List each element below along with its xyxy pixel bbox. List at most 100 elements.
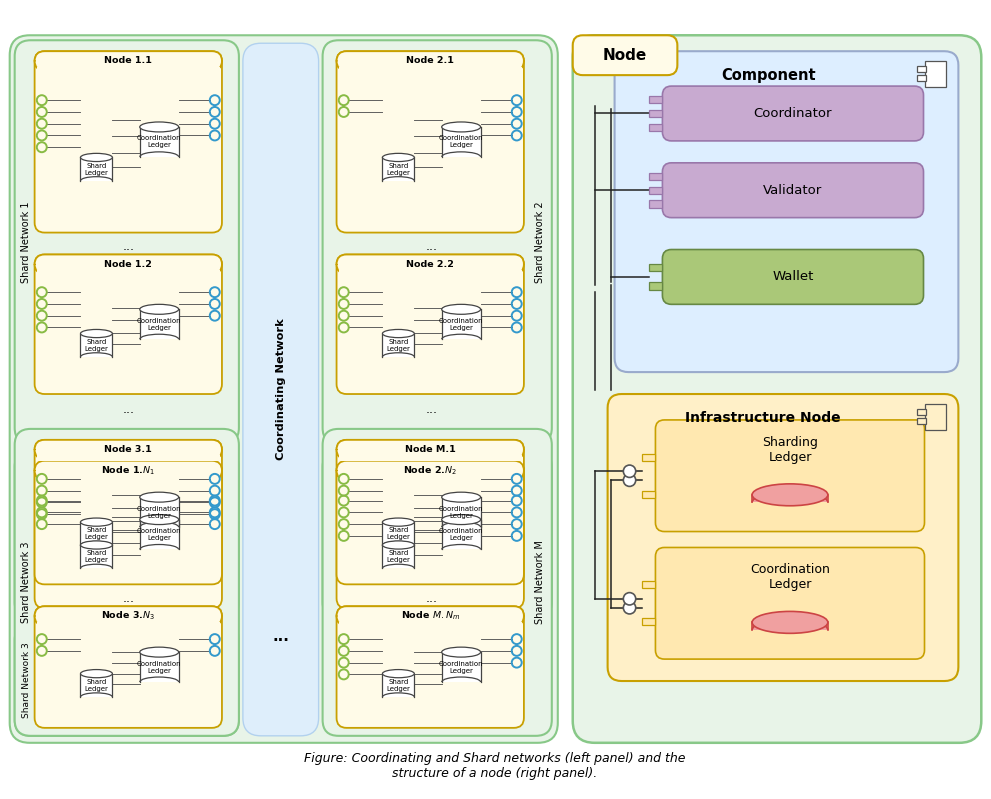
Text: Component: Component — [721, 68, 816, 82]
Bar — [80, 522, 112, 546]
Text: Coordination
Ledger: Coordination Ledger — [137, 661, 181, 674]
Text: Coordination
Ledger: Coordination Ledger — [137, 135, 181, 149]
Bar — [442, 497, 481, 527]
FancyBboxPatch shape — [662, 163, 924, 217]
FancyBboxPatch shape — [15, 451, 239, 618]
Bar — [140, 652, 178, 682]
Ellipse shape — [80, 153, 112, 161]
Bar — [642, 454, 655, 461]
Bar — [37, 270, 220, 276]
FancyBboxPatch shape — [15, 40, 239, 444]
FancyBboxPatch shape — [662, 86, 924, 141]
FancyBboxPatch shape — [35, 51, 222, 233]
Text: Coordination
Ledger: Coordination Ledger — [439, 318, 484, 331]
Ellipse shape — [80, 329, 112, 338]
Text: Coordination
Ledger: Coordination Ledger — [439, 661, 484, 674]
FancyBboxPatch shape — [337, 606, 524, 728]
Bar — [442, 519, 481, 550]
Ellipse shape — [383, 518, 414, 527]
Bar — [649, 173, 662, 180]
FancyBboxPatch shape — [337, 51, 524, 233]
Text: Coordination
Ledger: Coordination Ledger — [137, 318, 181, 331]
Ellipse shape — [140, 492, 178, 502]
Ellipse shape — [80, 518, 112, 527]
Bar — [442, 127, 481, 157]
Bar — [80, 333, 112, 357]
Text: Shard
Ledger: Shard Ledger — [386, 551, 410, 563]
FancyBboxPatch shape — [573, 35, 678, 75]
Bar — [917, 409, 927, 415]
FancyBboxPatch shape — [15, 429, 239, 736]
FancyBboxPatch shape — [337, 461, 524, 608]
Bar — [383, 674, 414, 697]
Bar — [37, 622, 220, 628]
Bar — [383, 157, 414, 181]
Bar — [649, 201, 662, 208]
Text: Node 2.$N_2$: Node 2.$N_2$ — [403, 464, 457, 477]
Text: Coordination
Ledger: Coordination Ledger — [137, 528, 181, 541]
FancyBboxPatch shape — [337, 255, 524, 274]
Ellipse shape — [752, 484, 827, 506]
Bar — [642, 491, 655, 498]
FancyBboxPatch shape — [655, 420, 925, 531]
FancyBboxPatch shape — [10, 35, 558, 743]
Ellipse shape — [383, 541, 414, 549]
Text: Coordination
Ledger: Coordination Ledger — [439, 135, 484, 149]
Bar — [649, 110, 662, 117]
Ellipse shape — [383, 670, 414, 678]
Text: Node 1.2: Node 1.2 — [104, 260, 153, 268]
FancyBboxPatch shape — [35, 440, 222, 459]
FancyBboxPatch shape — [35, 440, 222, 584]
Text: Coordination
Ledger: Coordination Ledger — [439, 506, 484, 519]
Text: Shard
Ledger: Shard Ledger — [84, 527, 108, 540]
Text: Shard Network 3: Shard Network 3 — [21, 542, 31, 623]
Bar — [80, 157, 112, 181]
Bar — [917, 75, 927, 81]
Circle shape — [623, 474, 635, 487]
Bar — [140, 309, 178, 340]
Text: Node 3.$N_3$: Node 3.$N_3$ — [101, 610, 156, 622]
Text: Node 2.2: Node 2.2 — [406, 260, 454, 268]
Text: Shard
Ledger: Shard Ledger — [386, 339, 410, 352]
Text: Coordination
Ledger: Coordination Ledger — [137, 506, 181, 519]
Ellipse shape — [80, 541, 112, 549]
Bar — [925, 62, 946, 87]
Text: Node 3.1: Node 3.1 — [104, 445, 153, 454]
Bar — [649, 96, 662, 103]
Ellipse shape — [442, 647, 481, 657]
Bar — [383, 522, 414, 546]
Bar — [80, 674, 112, 697]
FancyBboxPatch shape — [35, 606, 222, 626]
Bar — [140, 127, 178, 157]
Text: Node M.1: Node M.1 — [405, 445, 456, 454]
Bar — [339, 622, 522, 628]
Ellipse shape — [80, 670, 112, 678]
Bar — [339, 66, 522, 73]
Bar — [383, 545, 414, 568]
Ellipse shape — [383, 329, 414, 338]
Text: Coordinator: Coordinator — [754, 107, 832, 120]
Text: Node 1.$N_1$: Node 1.$N_1$ — [101, 464, 156, 477]
FancyBboxPatch shape — [35, 51, 222, 70]
FancyBboxPatch shape — [607, 394, 958, 681]
FancyBboxPatch shape — [35, 461, 222, 608]
Bar — [642, 618, 655, 626]
Text: Shard
Ledger: Shard Ledger — [84, 551, 108, 563]
FancyBboxPatch shape — [337, 461, 524, 480]
Text: ...: ... — [122, 592, 135, 605]
Ellipse shape — [140, 122, 178, 132]
Bar — [649, 187, 662, 194]
FancyBboxPatch shape — [323, 429, 552, 736]
Bar — [642, 581, 655, 588]
Ellipse shape — [140, 647, 178, 657]
FancyBboxPatch shape — [337, 255, 524, 394]
Text: Shard
Ledger: Shard Ledger — [84, 163, 108, 176]
Ellipse shape — [442, 492, 481, 502]
Ellipse shape — [383, 153, 414, 161]
Text: Node 1.1: Node 1.1 — [104, 57, 153, 66]
FancyBboxPatch shape — [614, 51, 958, 372]
Ellipse shape — [752, 611, 827, 634]
Bar — [442, 652, 481, 682]
Text: Coordination
Ledger: Coordination Ledger — [439, 528, 484, 541]
Bar — [339, 455, 522, 461]
